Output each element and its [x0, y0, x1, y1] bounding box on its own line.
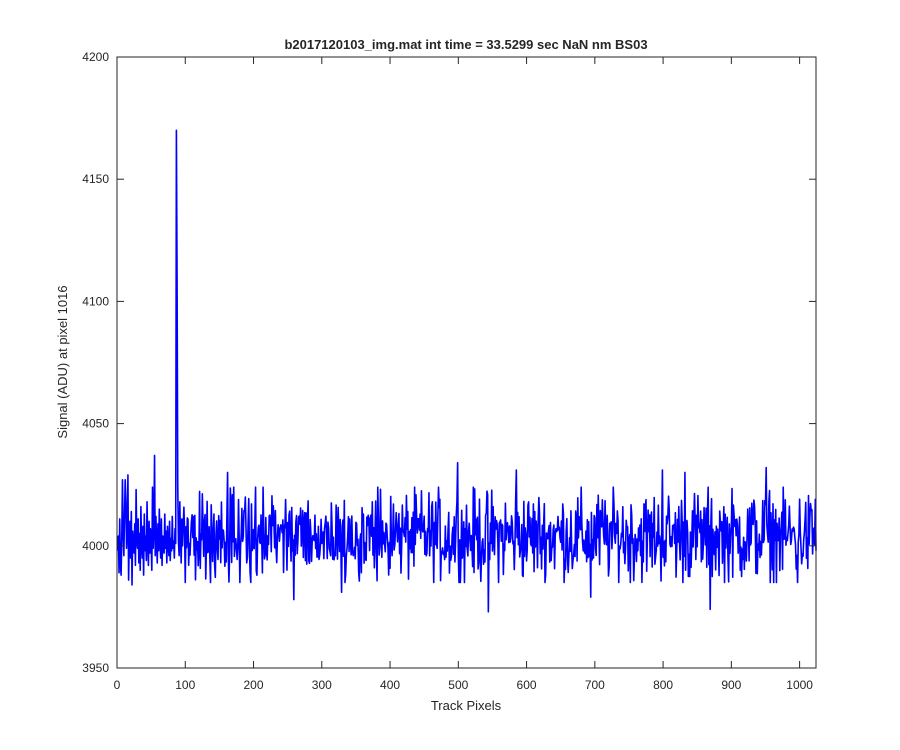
y-tick-label: 3950	[82, 661, 109, 675]
series-layer	[116, 129, 817, 613]
y-tick-label: 4150	[82, 172, 109, 186]
y-tick-label: 4100	[82, 294, 109, 308]
x-tick-label: 400	[380, 678, 400, 692]
chart-title: b2017120103_img.mat int time = 33.5299 s…	[284, 37, 647, 52]
axes-box	[116, 56, 817, 669]
ticks-layer: 0 100 200 300 400 500 600 700 800 900 1000 3950 4000…	[82, 50, 816, 692]
x-tick-label: 1000	[786, 678, 813, 692]
x-tick-label: 100	[175, 678, 195, 692]
x-tick-label: 300	[312, 678, 332, 692]
x-axis-label: Track Pixels	[431, 698, 502, 713]
x-tick-label: 900	[721, 678, 741, 692]
signal-series-line	[116, 129, 817, 613]
x-tick-label: 700	[585, 678, 605, 692]
y-tick-label: 4050	[82, 417, 109, 431]
y-tick-label: 4200	[82, 50, 109, 64]
x-tick-label: 800	[653, 678, 673, 692]
y-axis-label: Signal (ADU) at pixel 1016	[55, 285, 70, 438]
x-tick-label: 600	[517, 678, 537, 692]
x-tick-label: 200	[244, 678, 264, 692]
x-tick-label: 500	[448, 678, 468, 692]
x-tick-label: 0	[114, 678, 121, 692]
plot-area	[117, 57, 816, 668]
y-tick-label: 4000	[82, 539, 109, 553]
